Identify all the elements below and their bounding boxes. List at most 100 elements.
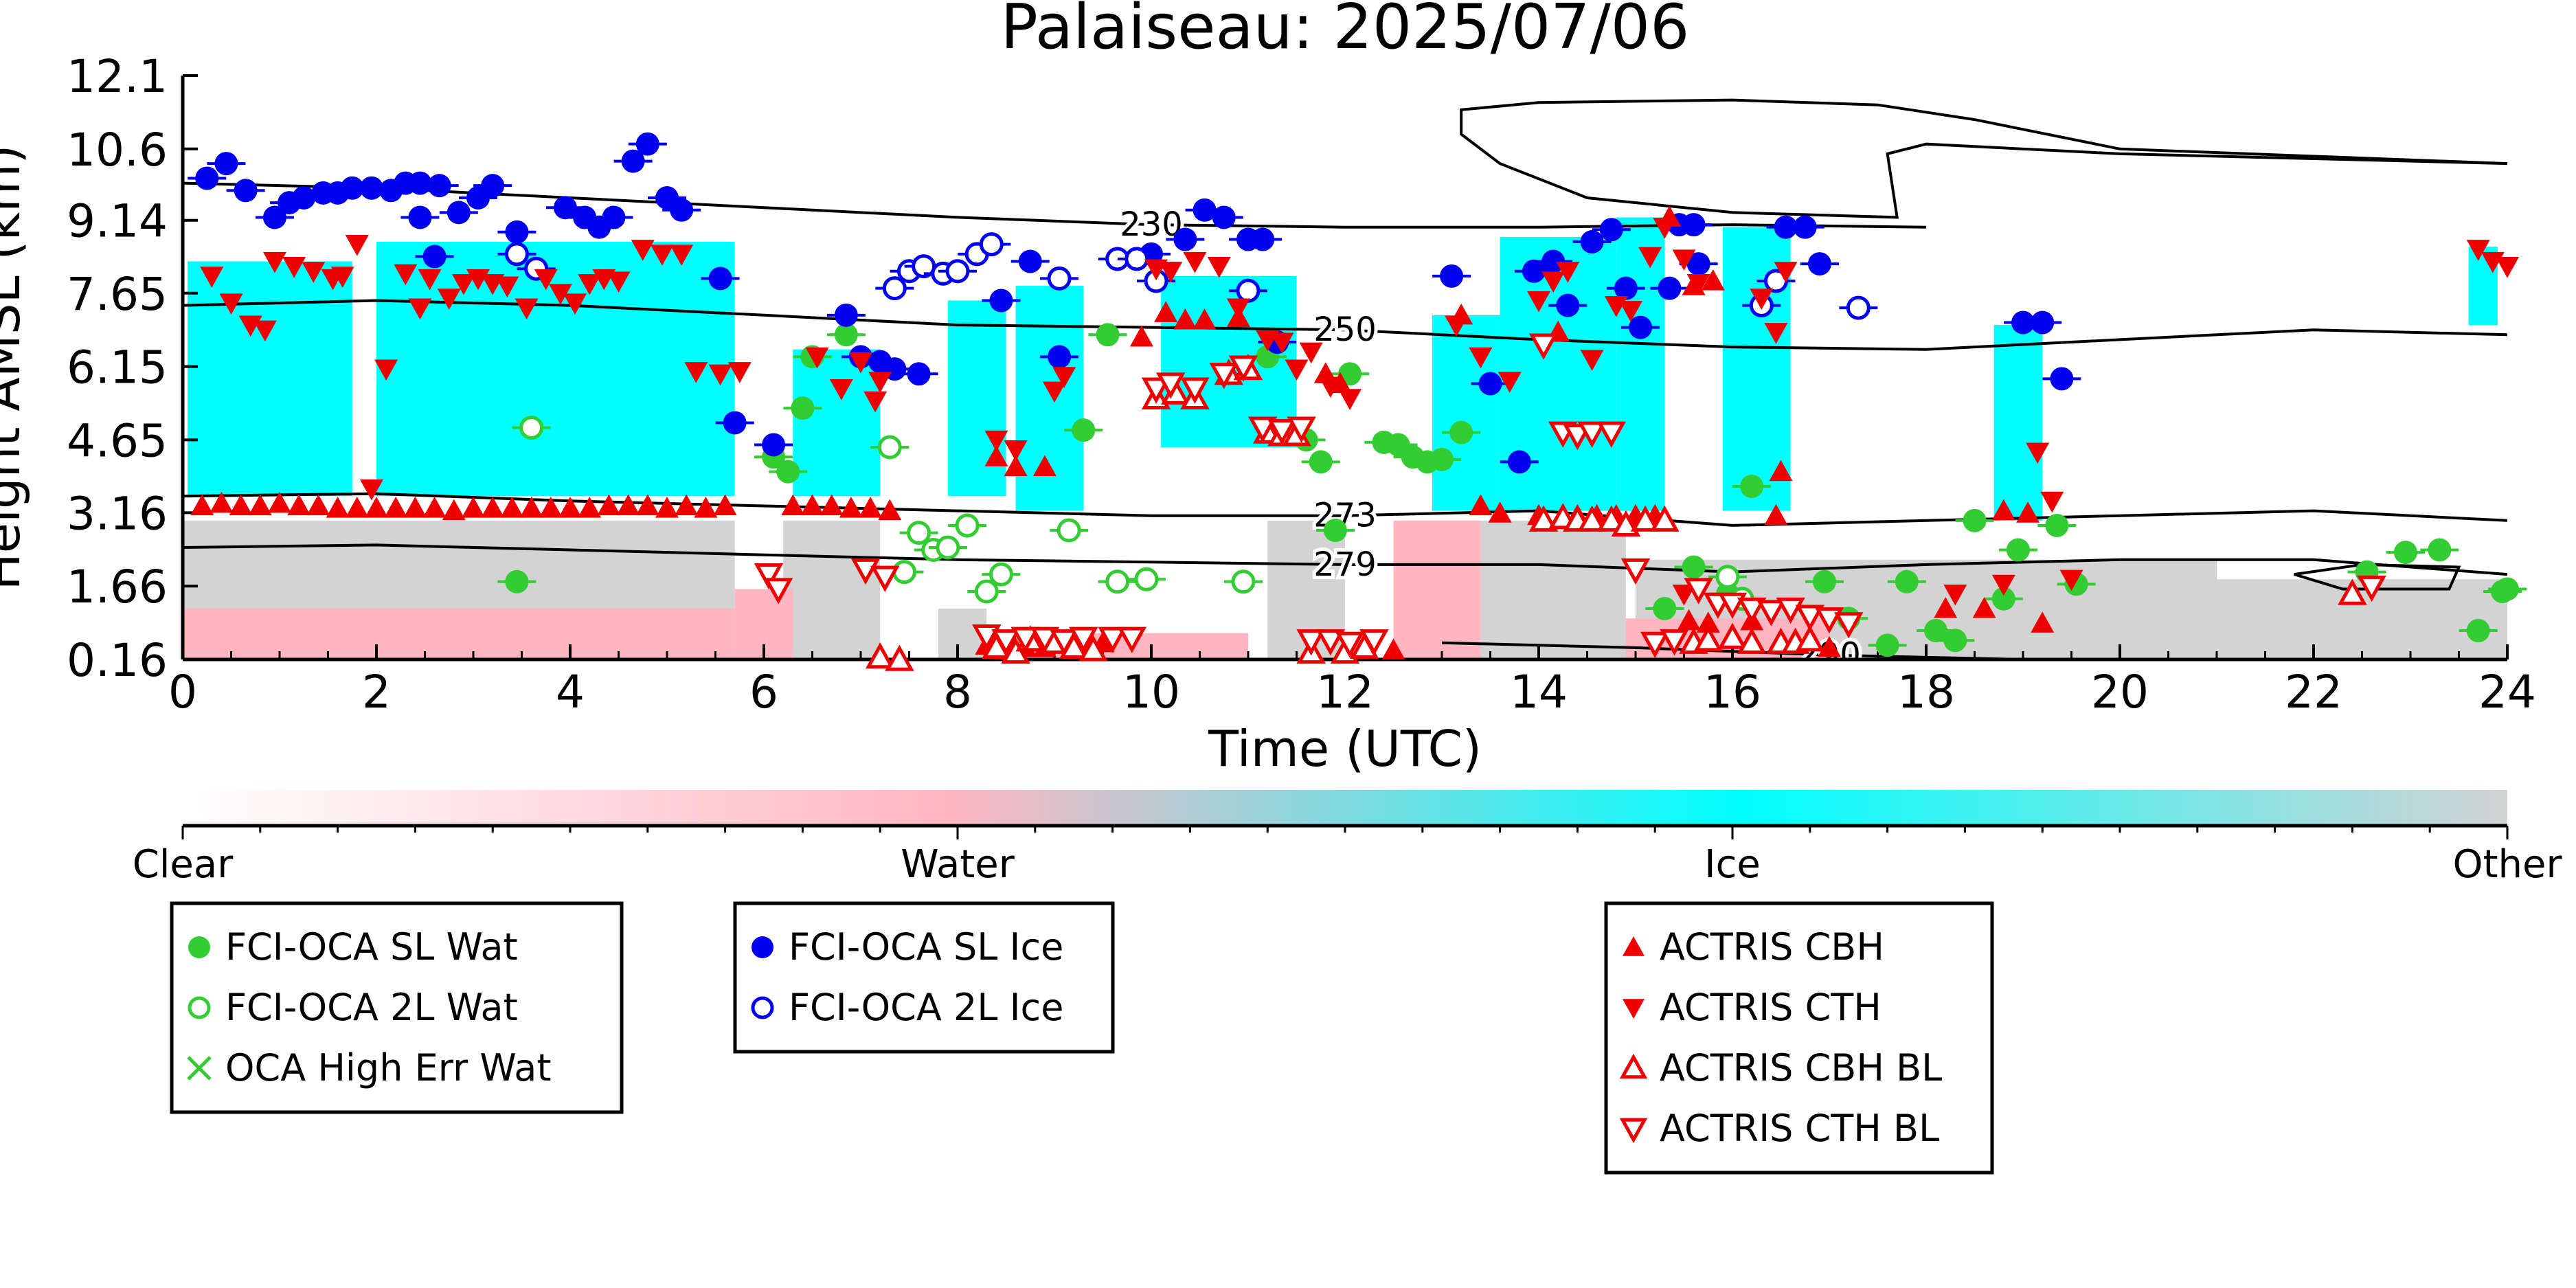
colorbar-label: Clear (133, 842, 234, 887)
marker-actris-cbh-bl (1078, 635, 1108, 662)
marker-actris-cth-bl (1247, 416, 1278, 443)
marker-fci-oca-sl-wat (1943, 629, 1967, 653)
marker-actris-cth (1445, 315, 1469, 337)
x-tick-label: 2 (362, 666, 391, 719)
contour-line (2294, 563, 2461, 591)
data-markers (188, 132, 2527, 671)
marker-actris-cbh (635, 494, 659, 516)
marker-actris-cbh-bl (1630, 505, 1660, 532)
marker-actris-cth (727, 362, 752, 383)
marker-actris-cbh (1764, 504, 1788, 526)
marker-fci-oca-sl-ice (340, 176, 364, 200)
marker-actris-cth (1207, 257, 1231, 278)
marker-fci-oca-sl-wat (1895, 569, 1919, 594)
marker-actris-cth-bl (1640, 631, 1670, 658)
marker-actris-cth (2040, 491, 2064, 513)
marker-actris-cbh (839, 497, 863, 518)
marker-fci-oca-sl-wat (2045, 513, 2069, 537)
x-tick-label: 4 (556, 666, 585, 719)
legend-label-oca-high-err-wat: OCA High Err Wat (225, 1046, 552, 1089)
marker-actris-cth (1638, 247, 1662, 269)
marker-actris-cth (1299, 342, 1323, 364)
marker-actris-cth (1750, 289, 1774, 310)
marker-actris-cth-bl (1596, 421, 1626, 448)
marker-fci-oca-sl-wat (1875, 633, 1899, 657)
legend-box (170, 901, 624, 1114)
marker-actris-cth (495, 276, 519, 298)
marker-actris-cbh (442, 499, 466, 521)
marker-actris-cbh (326, 497, 350, 518)
marker-actris-cth (1764, 323, 1788, 344)
marker-actris-cbh (578, 497, 602, 518)
ice-region (1015, 286, 1084, 511)
legend-marker-oca-high-err-wat (187, 1056, 212, 1081)
marker-actris-cth (515, 298, 539, 320)
marker-actris-cbh (984, 445, 1008, 466)
marker-actris-cbh-bl (1737, 627, 1767, 654)
legend-label-actris-cbh-bl: ACTRIS CBH BL (1660, 1046, 1942, 1089)
marker-actris-cbh (1991, 499, 2015, 521)
legend-area: FCI-OCA SL Wat FCI-OCA 2L Wat OCA High Err… (170, 901, 1994, 1175)
marker-actris-cbh (713, 494, 737, 516)
marker-actris-cth (451, 273, 475, 295)
marker-fci-oca-2l-wat (988, 562, 1013, 587)
marker-actris-cbh (1129, 325, 1153, 347)
marker-fci-oca-sl-ice (602, 205, 626, 229)
marker-actris-cth-bl (1335, 631, 1365, 658)
marker-fci-oca-sl-ice (2050, 367, 2074, 391)
marker-actris-cth (1043, 381, 1066, 403)
y-tick-label: 9.14 (67, 195, 168, 248)
x-axis-label: Time (UTC) (1208, 720, 1482, 778)
legend-label-fci-oca-sl-ice: FCI-OCA SL Ice (789, 925, 1063, 969)
chart-title: Palaiseau: 2025/07/06 (1001, 0, 1690, 63)
marker-actris-cth-bl (1528, 333, 1559, 360)
marker-fci-oca-2l-wat (974, 579, 999, 604)
y-tick-label: 1.66 (67, 561, 168, 613)
marker-fci-oca-sl-ice (1018, 249, 1042, 273)
marker-actris-cth (1618, 301, 1642, 322)
legend-label-actris-cbh: ACTRIS CBH (1660, 925, 1884, 969)
marker-actris-cth-bl (1287, 416, 1316, 443)
marker-actris-cbh (1972, 596, 1996, 618)
marker-actris-cth-bl (991, 629, 1021, 656)
marker-fci-oca-sl-ice (1048, 345, 1072, 369)
marker-fci-oca-sl-wat (834, 323, 858, 347)
marker-fci-oca-2l-wat (936, 535, 960, 560)
legend-label-fci-oca-2l-ice: FCI-OCA 2L Ice (789, 986, 1063, 1029)
marker-actris-cth-bl (1359, 629, 1389, 656)
marker-fci-oca-2l-ice (504, 242, 529, 267)
marker-actris-cbh (248, 494, 272, 516)
x-tick-label: 24 (2478, 666, 2536, 719)
marker-fci-oca-sl-wat (2466, 618, 2490, 642)
marker-fci-oca-2l-ice (979, 232, 1004, 257)
marker-actris-cth (2466, 240, 2490, 261)
marker-actris-cth (868, 372, 892, 393)
marker-actris-cbh (268, 491, 291, 513)
marker-fci-oca-sl-ice (1658, 276, 1682, 300)
marker-actris-cth (708, 364, 732, 386)
marker-fci-oca-2l-wat (1134, 567, 1159, 591)
ice-region (947, 300, 1006, 497)
marker-actris-cth-bl (870, 565, 900, 592)
other-region (783, 520, 881, 659)
marker-actris-cth (2059, 569, 2083, 591)
legend-marker-fci-oca-sl-wat (188, 936, 210, 958)
marker-fci-oca-sl-wat (776, 460, 800, 484)
marker-actris-cth-bl (754, 563, 784, 590)
legend-box (1604, 901, 1994, 1175)
marker-actris-cth (984, 430, 1008, 452)
marker-fci-oca-sl-ice (359, 176, 383, 200)
marker-actris-cth-bl (1660, 629, 1689, 656)
x-tick-label: 10 (1122, 666, 1180, 719)
marker-actris-cbh (1193, 308, 1217, 330)
marker-actris-cbh-bl (1596, 505, 1626, 532)
marker-actris-cbh (800, 494, 824, 516)
marker-actris-cbh-bl (1693, 625, 1723, 652)
axes: 0 2 4 6 8 10 12 14 16 18 20 22 2412.110.69.147.656.1… (67, 50, 2536, 719)
marker-actris-cth (1183, 251, 1207, 273)
x-tick-label: 6 (749, 666, 778, 719)
colorbar-gradient (183, 790, 2507, 826)
marker-fci-oca-sl-ice (1629, 315, 1653, 339)
contour-line (183, 543, 2507, 576)
